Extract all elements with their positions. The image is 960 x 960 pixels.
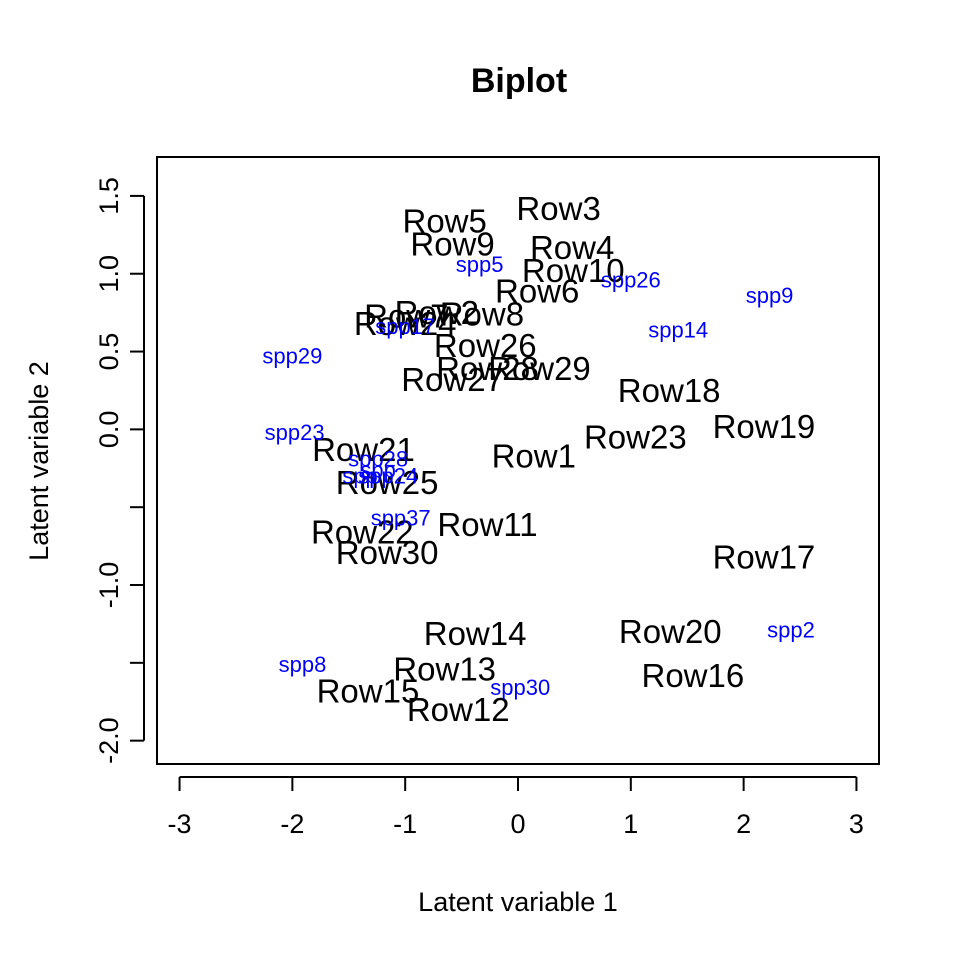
site-label-row21: Row21 (312, 431, 415, 468)
site-label-row17: Row17 (713, 538, 816, 575)
species-label-spp: spp (342, 464, 377, 489)
site-label-row26: Row26 (434, 327, 537, 364)
x-tick-label: -3 (168, 809, 192, 839)
species-label-spp9: spp9 (746, 283, 794, 308)
x-axis: -3 -2 -1 0 1 2 3 (168, 763, 864, 839)
site-label-row13: Row13 (393, 651, 496, 688)
site-label-row6: Row6 (495, 272, 579, 309)
y-tick-label: -2.0 (94, 717, 124, 764)
species-label-spp: spp (360, 457, 395, 482)
site-label-row11: Row11 (437, 506, 537, 543)
species-label-spp2: spp2 (767, 618, 815, 643)
x-tick-label: 1 (623, 809, 638, 839)
y-tick-label: 0.0 (94, 411, 124, 449)
site-label-row10: Row10 (522, 252, 625, 289)
site-label-row2: Row2 (395, 294, 479, 331)
site-label-row22: Row22 (311, 514, 414, 551)
species-label-spp24: spp24 (358, 464, 418, 489)
x-tick-label: 0 (510, 809, 525, 839)
x-tick-label: 3 (849, 809, 864, 839)
site-label-row16: Row16 (641, 657, 744, 694)
site-label-row8: Row8 (440, 296, 524, 333)
site-label-row7: Row7 (364, 297, 448, 334)
site-label-row5: Row5 (402, 202, 486, 239)
site-label-row28: Row28 (436, 350, 539, 387)
x-tick-label: -2 (280, 809, 304, 839)
species-label-spp17: spp17 (375, 314, 435, 339)
species-label-spp8: spp8 (279, 652, 327, 677)
x-tick-label: -1 (393, 809, 417, 839)
site-label-row29: Row29 (488, 350, 591, 387)
site-label-row18: Row18 (618, 372, 721, 409)
site-label-row15: Row15 (317, 672, 420, 709)
x-axis-title: Latent variable 1 (418, 887, 618, 917)
species-label-spp29: spp29 (262, 344, 322, 369)
site-label-row25: Row25 (336, 464, 439, 501)
species-label-spp30: spp30 (490, 675, 550, 700)
species-label-spp28: spp28 (348, 446, 408, 471)
site-label-row14: Row14 (424, 615, 527, 652)
y-tick-label: 0.5 (94, 333, 124, 371)
species-label-spp14: spp14 (648, 317, 708, 342)
y-tick-label: 1.5 (94, 177, 124, 215)
site-label-row30: Row30 (336, 534, 439, 571)
site-label-row24: Row24 (354, 305, 457, 342)
y-axis: -2.0 -1.0 0.0 0.5 1.0 1.5 (94, 177, 145, 764)
site-label-row12: Row12 (407, 691, 510, 728)
site-label-row23: Row23 (584, 419, 687, 456)
site-label-row1: Row1 (492, 437, 576, 474)
y-tick-label: -1.0 (94, 562, 124, 609)
species-label-spp5: spp5 (456, 252, 504, 277)
y-tick-label: 1.0 (94, 255, 124, 293)
site-label-row9: Row9 (410, 226, 494, 263)
species-label-spp26: spp26 (601, 267, 661, 292)
site-label-row3: Row3 (516, 190, 600, 227)
species-label-spp37: spp37 (371, 506, 431, 531)
y-axis-title: Latent variable 2 (24, 361, 54, 561)
x-tick-label: 2 (736, 809, 751, 839)
species-label-spp23: spp23 (265, 420, 325, 445)
site-label-row20: Row20 (619, 613, 722, 650)
site-label-row4: Row4 (530, 229, 614, 266)
site-label-row27: Row27 (401, 361, 504, 398)
chart-title: Biplot (471, 62, 567, 100)
site-label-row19: Row19 (713, 408, 816, 445)
